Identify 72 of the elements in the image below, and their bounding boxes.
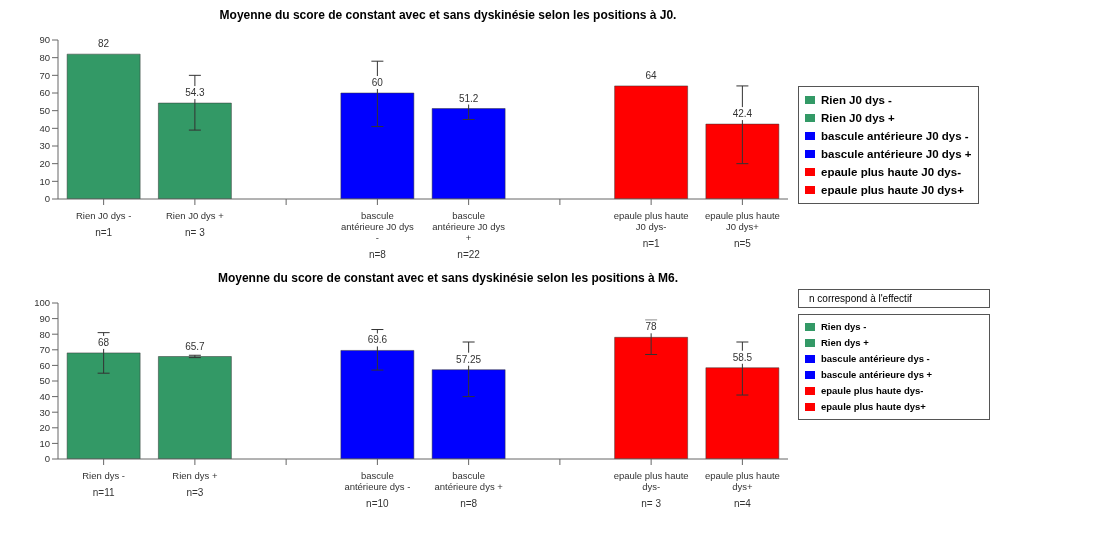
data-label: 69.6: [367, 334, 388, 346]
legend-label: Rien dys +: [820, 336, 870, 350]
chart-title: Moyenne du score de constant avec et sans dyskinésie selon les positions à J0.: [218, 8, 678, 24]
x-tick-label: bascule antérieure J0 dys -: [340, 210, 415, 243]
y-tick-label: 20: [39, 422, 50, 434]
x-tick-label: Rien dys -: [82, 470, 126, 481]
legend-label: bascule antérieure dys -: [820, 352, 931, 366]
data-label: 57.25: [456, 353, 482, 365]
y-tick-label: 60: [39, 359, 50, 371]
y-tick-label: 30: [39, 140, 50, 152]
data-label: 68: [98, 336, 110, 348]
y-tick-label: 90: [39, 312, 50, 324]
data-label: 78: [645, 321, 658, 333]
y-tick-label: 40: [39, 390, 50, 402]
x-tick-label: epaule plus haute dys+: [704, 470, 780, 492]
x-tick-label: Rien J0 dys -: [75, 210, 132, 221]
text: n=1: [642, 238, 661, 249]
data-label: 54.3: [185, 87, 206, 99]
legend-label: Rien dys -: [820, 320, 868, 334]
legend-label: bascule antérieure J0 dys -: [820, 129, 970, 144]
data-label: 51.2: [458, 92, 479, 104]
y-tick-label: 80: [39, 52, 50, 64]
y-tick-label: 10: [39, 437, 50, 449]
y-tick-label: 10: [39, 175, 50, 187]
text: n=1: [95, 227, 113, 238]
y-tick-label: 20: [39, 158, 50, 170]
y-tick-label: 90: [39, 34, 50, 46]
text: n correspond à l'effectif: [798, 289, 990, 308]
x-tick-label: epaule plus haute J0 dys-: [613, 210, 689, 232]
text: n= 3: [185, 227, 206, 238]
data-label: 65.7: [185, 340, 206, 352]
y-tick-label: 40: [39, 122, 50, 134]
x-tick-label: epaule plus haute J0 dys+: [704, 210, 780, 232]
chart-title: Moyenne du score de constant avec et sans dyskinésie selon les positions à M6.: [216, 271, 680, 287]
data-label: 60: [371, 77, 384, 88]
data-label: 82: [98, 38, 110, 50]
text: n=4: [733, 498, 752, 509]
text: n=22: [457, 249, 481, 260]
y-tick-label: 0: [44, 453, 50, 465]
legend-label: Rien J0 dys +: [820, 111, 896, 126]
text: n= 3: [641, 498, 662, 509]
y-tick-label: 100: [34, 297, 50, 309]
y-tick-label: 80: [39, 328, 50, 340]
y-tick-label: 60: [39, 87, 50, 99]
data-label: 42.4: [732, 108, 753, 120]
text: n=8: [368, 249, 387, 260]
legend-label: epaule plus haute dys-: [820, 384, 925, 398]
x-tick-label: bascule antérieure dys +: [434, 470, 504, 492]
y-tick-label: 70: [39, 69, 50, 81]
text: n=10: [366, 498, 390, 509]
y-tick-label: 50: [39, 375, 50, 387]
legend-label: epaule plus haute J0 dys-: [820, 165, 962, 180]
x-tick-label: Rien J0 dys +: [165, 210, 225, 221]
y-tick-label: 50: [39, 105, 50, 117]
text: n=3: [186, 487, 204, 498]
y-tick-label: 0: [44, 193, 50, 205]
x-tick-label: bascule antérieure dys -: [344, 470, 411, 492]
y-tick-label: 30: [39, 406, 50, 418]
legend-label: epaule plus haute J0 dys+: [820, 183, 965, 198]
data-label: 64: [645, 69, 658, 81]
text: n=5: [733, 238, 752, 249]
y-tick-label: 70: [39, 344, 50, 356]
data-label: 58.5: [732, 351, 753, 363]
text: n=8: [460, 498, 478, 509]
x-tick-label: Rien dys +: [172, 470, 218, 481]
legend-label: bascule antérieure dys +: [820, 368, 934, 382]
x-tick-label: bascule antérieure J0 dys +: [432, 210, 506, 243]
legend-label: epaule plus haute dys+: [820, 400, 927, 414]
legend-label: bascule antérieure J0 dys +: [820, 147, 972, 162]
x-tick-label: epaule plus haute dys-: [613, 470, 689, 492]
legend-label: Rien J0 dys -: [820, 93, 893, 108]
text: n=11: [92, 487, 115, 498]
